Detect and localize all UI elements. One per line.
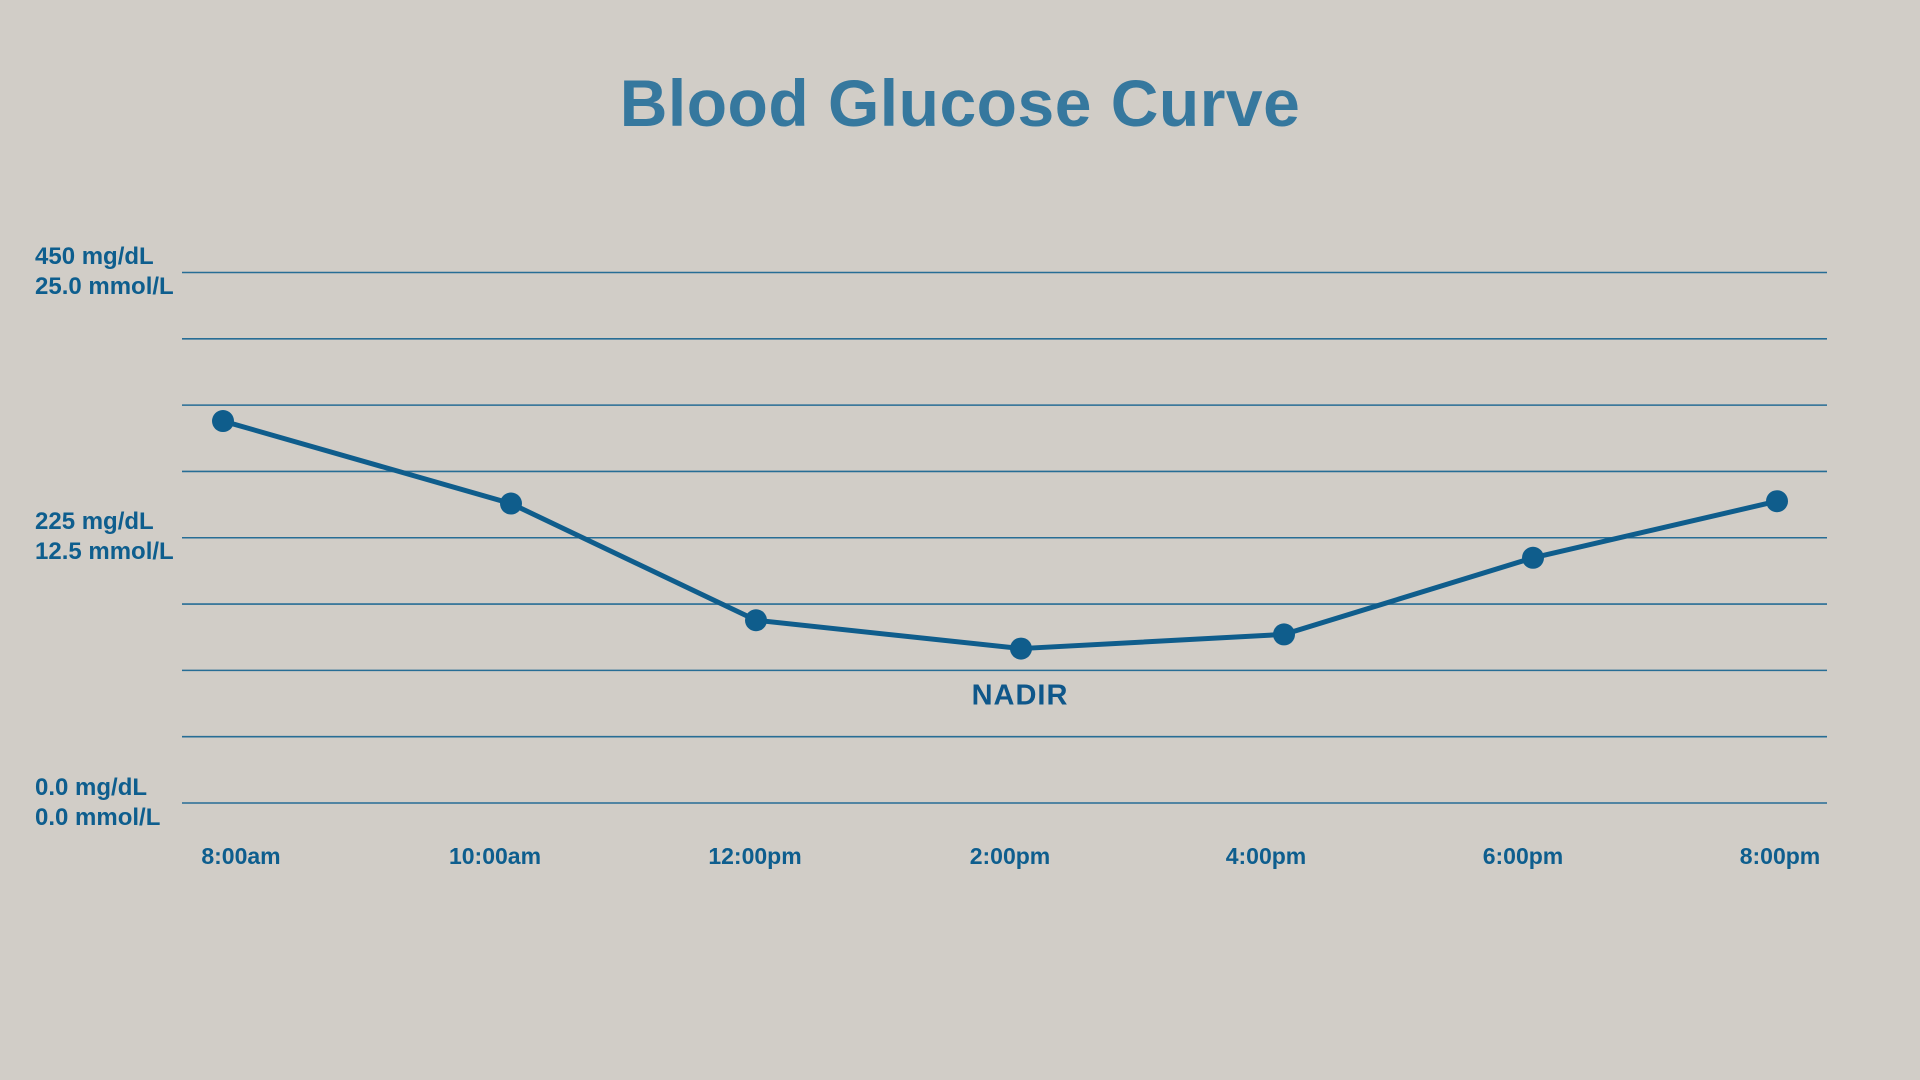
x-axis-tick: 6:00pm <box>1482 843 1564 869</box>
y-axis-label-top: 450 mg/dL 25.0 mmol/L <box>35 242 255 302</box>
y-axis-mmol-label: 25.0 mmol/L <box>35 273 174 300</box>
x-axis-tick: 10:00am <box>448 843 542 869</box>
y-axis-mg-label: 450 mg/dL <box>35 243 154 270</box>
y-axis-mg-label: 0.0 mg/dL <box>35 773 148 801</box>
y-axis-mg-label: 225 mg/dL <box>35 508 154 536</box>
nadir-annotation: NADIR <box>971 679 1069 712</box>
y-axis-label-middle: 225 mg/dL 12.5 mmol/L <box>35 507 255 567</box>
glucose-line <box>220 418 1780 652</box>
data-point-12:00pm <box>745 609 767 632</box>
data-point-6:00pm <box>1522 546 1544 569</box>
data-point-10:00am <box>500 492 522 515</box>
x-axis-tick: 2:00pm <box>969 843 1051 869</box>
y-axis-label-bottom: 0.0 mg/dL 0.0 mmol/L <box>35 773 255 833</box>
y-axis-mmol-label: 0.0 mmol/L <box>35 803 161 831</box>
x-axis-tick: 12:00pm <box>708 843 802 869</box>
x-axis-tick: 8:00pm <box>1739 843 1821 869</box>
data-point-8:00pm <box>1766 490 1788 513</box>
data-point-4:00pm <box>1273 623 1295 646</box>
chart-title: Blood Glucose Curve <box>619 66 1301 140</box>
y-axis-mmol-label: 12.5 mmol/L <box>35 538 174 566</box>
data-point-8:00am <box>212 410 234 433</box>
x-axis-tick: 8:00am <box>201 843 281 869</box>
data-point-2:00pm <box>1010 637 1032 660</box>
x-axis-tick: 4:00pm <box>1225 843 1307 869</box>
